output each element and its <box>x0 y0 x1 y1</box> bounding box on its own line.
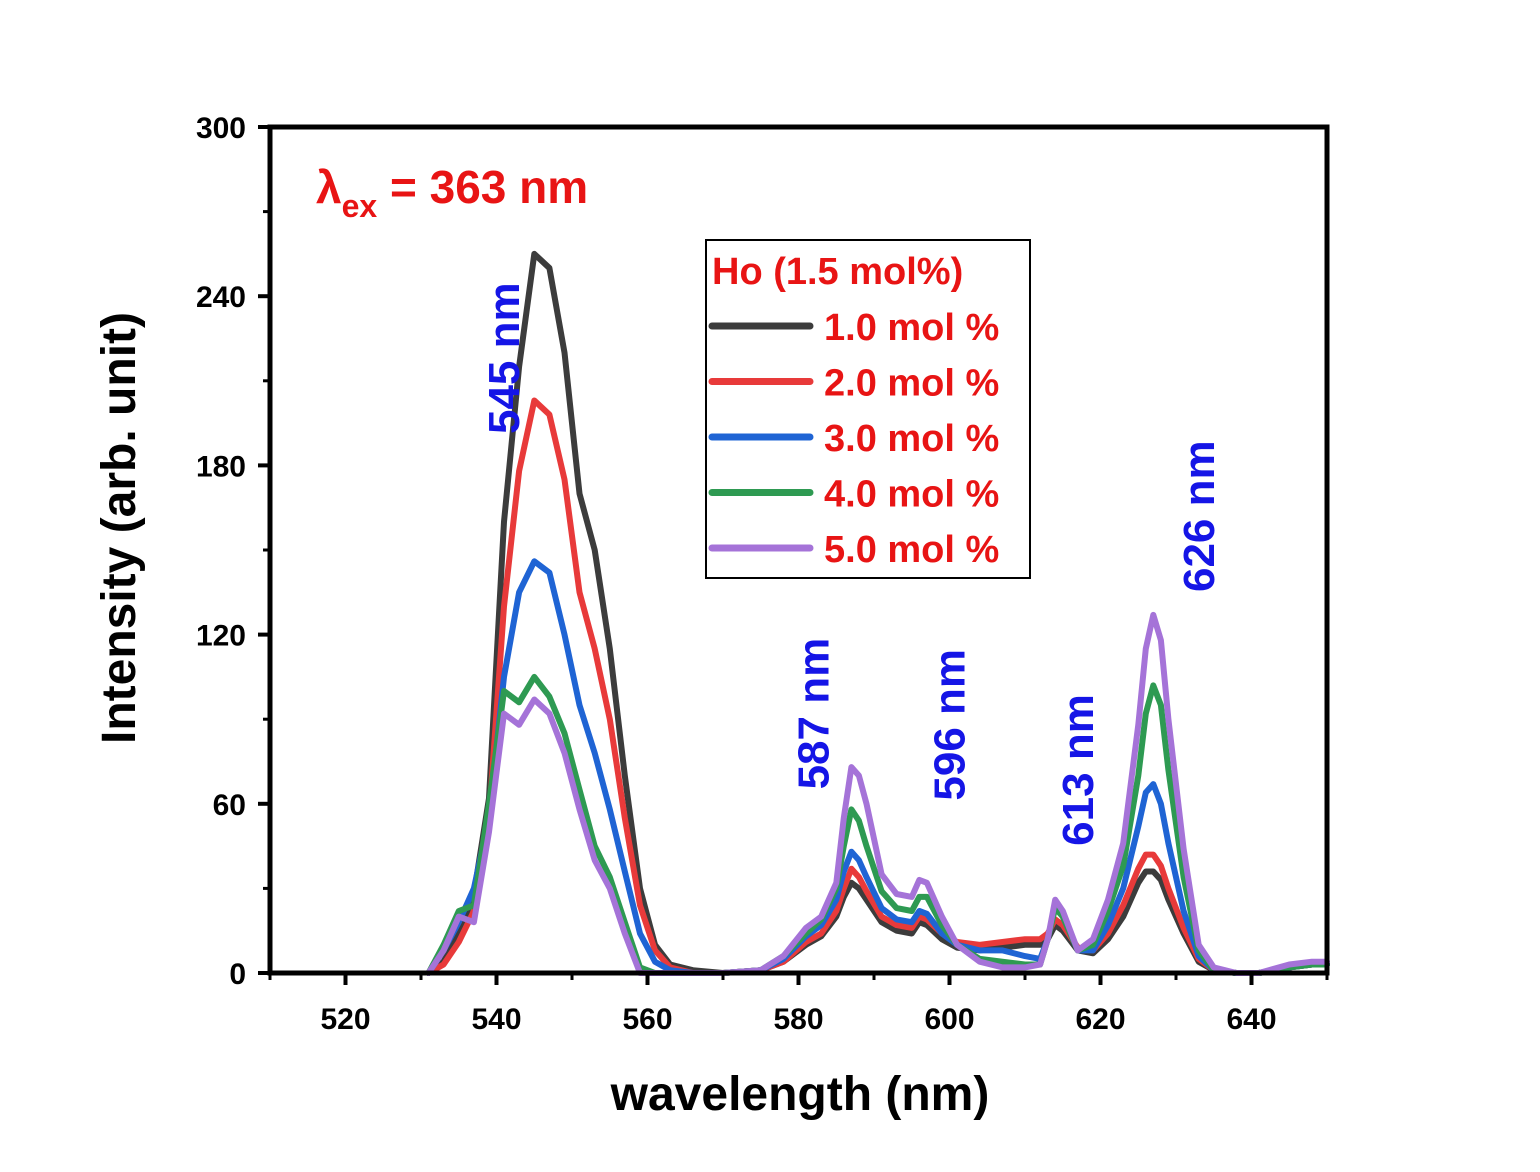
x-axis-title: wavelength (nm) <box>610 1068 990 1121</box>
x-tick-label: 520 <box>320 1003 370 1036</box>
peak-label-4: 613 nm <box>1054 694 1103 846</box>
peak-label-5: 626 nm <box>1175 440 1224 592</box>
peak-label-1: 545 nm <box>480 282 529 434</box>
series-line-4 <box>425 673 1330 976</box>
svg-text:λex = 363 nm: λex = 363 nm <box>316 161 588 224</box>
peak-annotations: 545 nm 587 nm 596 nm 613 nm 626 nm <box>480 282 1224 845</box>
excitation-label: λex = 363 nm <box>316 161 588 224</box>
y-tick-label: 240 <box>196 281 246 314</box>
series-line-5 <box>425 611 1330 976</box>
peak-label-2: 587 nm <box>790 638 839 790</box>
x-tick-label: 600 <box>924 1003 974 1036</box>
legend-label-2: 2.0 mol % <box>824 363 999 405</box>
x-tick-label: 540 <box>471 1003 521 1036</box>
series-line-2 <box>425 397 1330 976</box>
legend-title: Ho (1.5 mol%) <box>712 251 963 293</box>
x-tick-label: 560 <box>622 1003 672 1036</box>
legend-box <box>705 239 1031 579</box>
peak-label-3: 596 nm <box>926 649 975 801</box>
y-tick-label: 60 <box>213 789 246 822</box>
lambda-subscript: ex <box>342 188 378 224</box>
y-tick-label: 0 <box>229 958 246 991</box>
series-line-3 <box>425 558 1330 976</box>
lambda-symbol: λ <box>316 161 342 213</box>
x-tick-label: 640 <box>1226 1003 1276 1036</box>
ticks-layer: 520 540 560 580 600 620 640 0 60 120 180 240 300 <box>196 112 1329 1036</box>
y-tick-label: 300 <box>196 112 246 145</box>
y-axis-title: Intensity (arb. unit) <box>93 312 146 744</box>
y-tick-label: 120 <box>196 620 246 653</box>
legend-label-1: 1.0 mol % <box>824 307 999 349</box>
excitation-value: = 363 nm <box>377 161 588 213</box>
series-layer <box>425 250 1330 976</box>
legend-label-3: 3.0 mol % <box>824 418 999 460</box>
x-tick-label: 580 <box>773 1003 823 1036</box>
legend: Ho (1.5 mol%) 1.0 mol % 2.0 mol % 3.0 mol … <box>705 239 1031 579</box>
legend-items: 1.0 mol % 2.0 mol % 3.0 mol % 4.0 mol % 5.0 … <box>708 307 999 571</box>
legend-label-4: 4.0 mol % <box>824 474 999 516</box>
y-tick-label: 180 <box>196 450 246 483</box>
legend-label-5: 5.0 mol % <box>824 529 999 571</box>
x-tick-label: 620 <box>1075 1003 1125 1036</box>
series-line-1 <box>425 250 1330 976</box>
